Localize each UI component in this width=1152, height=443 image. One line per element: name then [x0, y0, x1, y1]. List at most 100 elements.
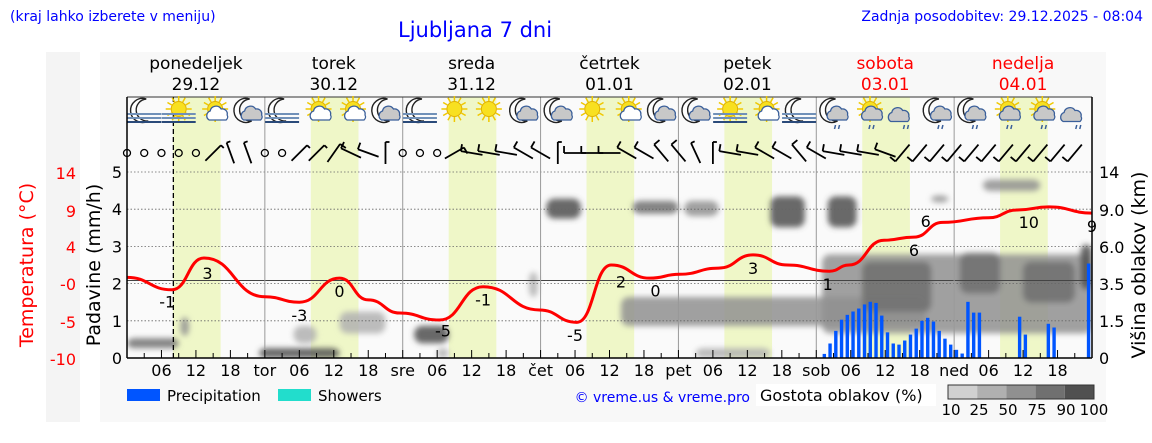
sun-ray	[873, 97, 878, 103]
day-date: 04.01	[999, 75, 1048, 95]
sun-ray	[311, 97, 316, 103]
temp-tick-label: 4	[66, 238, 76, 257]
precipitation-bar	[926, 317, 930, 358]
precipitation-swatch	[127, 389, 160, 401]
wind-feather	[923, 156, 931, 163]
copyright-link[interactable]: © vreme.us & vreme.pro	[575, 390, 750, 406]
sun-ray	[733, 97, 738, 103]
day-name: četrtek	[579, 54, 640, 74]
page-title: Ljubljana 7 dni	[398, 18, 552, 42]
wind-barb	[556, 141, 562, 164]
wind-feather	[874, 142, 879, 150]
cloud-density-scale: 10 25 50 75 90 100	[941, 384, 1108, 419]
rain-icon	[872, 124, 875, 130]
sun-ray	[492, 97, 497, 103]
wind-barb	[735, 144, 759, 156]
x-hour-label: 18	[634, 361, 654, 380]
sun-ray	[345, 97, 350, 103]
precipitation-bar	[1017, 316, 1022, 358]
moon-icon	[957, 97, 976, 124]
wind-barb	[477, 144, 500, 156]
location-hint[interactable]: (kraj lahko izberete v meniju)	[10, 9, 216, 25]
cloud-height-tick-label: 1.5	[1099, 312, 1124, 331]
precipitation-bar	[954, 349, 959, 358]
sun-ray	[203, 101, 209, 106]
sun-ray	[442, 112, 448, 117]
wind-feather	[889, 156, 896, 163]
wind-shaft	[357, 148, 379, 158]
sun-icon	[475, 96, 502, 122]
precipitation-bar	[943, 338, 947, 358]
precip-tick-label: 2	[112, 275, 122, 294]
wind-feather	[906, 156, 914, 163]
cloud-height-tick-label: 3.5	[1099, 275, 1124, 294]
sun-icon	[170, 101, 187, 117]
cloud-height-tick-label: 6.0	[1099, 238, 1124, 257]
sun-ray	[769, 97, 774, 103]
x-hour-label: 12	[1013, 361, 1033, 380]
sun-ray	[580, 101, 586, 106]
sun-icon	[446, 101, 463, 117]
wind-barb	[821, 144, 845, 156]
precipitation-bar	[966, 301, 970, 358]
sun-ray	[359, 101, 365, 106]
wind-feather	[459, 144, 463, 152]
sun-fog-icon	[713, 96, 748, 123]
wind-shaft	[856, 150, 879, 156]
wind-feather	[633, 140, 639, 148]
x-hour-label: 18	[909, 361, 929, 380]
wind-shaft	[736, 150, 759, 156]
precip-tick-label: 3	[112, 237, 122, 256]
sun-cloud-icon	[340, 96, 367, 122]
precipitation-bar	[851, 311, 855, 358]
precipitation-bar	[880, 315, 884, 358]
wind-shaft	[980, 143, 997, 163]
wind-shaft	[1015, 143, 1031, 163]
wind-shaft	[806, 146, 827, 160]
temp-tick-label: -5	[60, 313, 76, 332]
temp-tick-label: 9	[66, 202, 76, 221]
x-day-label: sre	[391, 361, 415, 380]
sun-ray	[595, 97, 600, 103]
precipitation-bar	[937, 330, 941, 358]
cloud-icon	[654, 105, 677, 121]
sun-ray	[182, 97, 186, 103]
day-date: 31.12	[447, 75, 496, 95]
day-name: sobota	[856, 54, 914, 74]
sun-ray	[325, 101, 331, 106]
precipitation-bar	[857, 308, 861, 358]
precipitation-bar	[868, 301, 872, 358]
wind-barb	[191, 148, 201, 158]
cloud-blob	[632, 200, 679, 214]
wind-barb	[958, 143, 980, 163]
rain-icon	[1079, 124, 1082, 130]
moon-cloud-rain-icon	[922, 97, 952, 130]
wind-feather	[1044, 156, 1052, 163]
wind-shaft	[225, 142, 236, 164]
sun-ray	[585, 97, 589, 103]
sun-ray	[722, 97, 727, 103]
cloud-blob	[529, 272, 538, 297]
sun-ray	[460, 101, 467, 106]
wind-barb	[711, 141, 717, 164]
x-hour-label: 06	[289, 361, 309, 380]
cloud-density-swatch	[1006, 385, 1036, 399]
sun-ray	[1014, 101, 1020, 106]
moon-cloud-rain-icon	[957, 97, 987, 130]
wind-feather	[805, 140, 812, 148]
wind-barb	[633, 140, 654, 160]
precipitation-legend-label: Precipitation	[167, 387, 261, 405]
wind-feather	[941, 156, 948, 163]
sun-icon	[441, 96, 468, 122]
precipitation-bar	[874, 302, 878, 358]
sun-icon	[584, 101, 601, 117]
wind-barb	[340, 141, 362, 159]
wind-feather	[1010, 156, 1017, 163]
cloud-blob	[931, 195, 949, 203]
rain-icon	[837, 124, 841, 130]
x-day-label: čet	[528, 361, 553, 380]
x-day-label: sob	[802, 361, 830, 380]
moon-fog-icon	[782, 97, 817, 124]
wind-barb	[856, 144, 879, 156]
cloud-density-swatch	[1035, 385, 1065, 399]
